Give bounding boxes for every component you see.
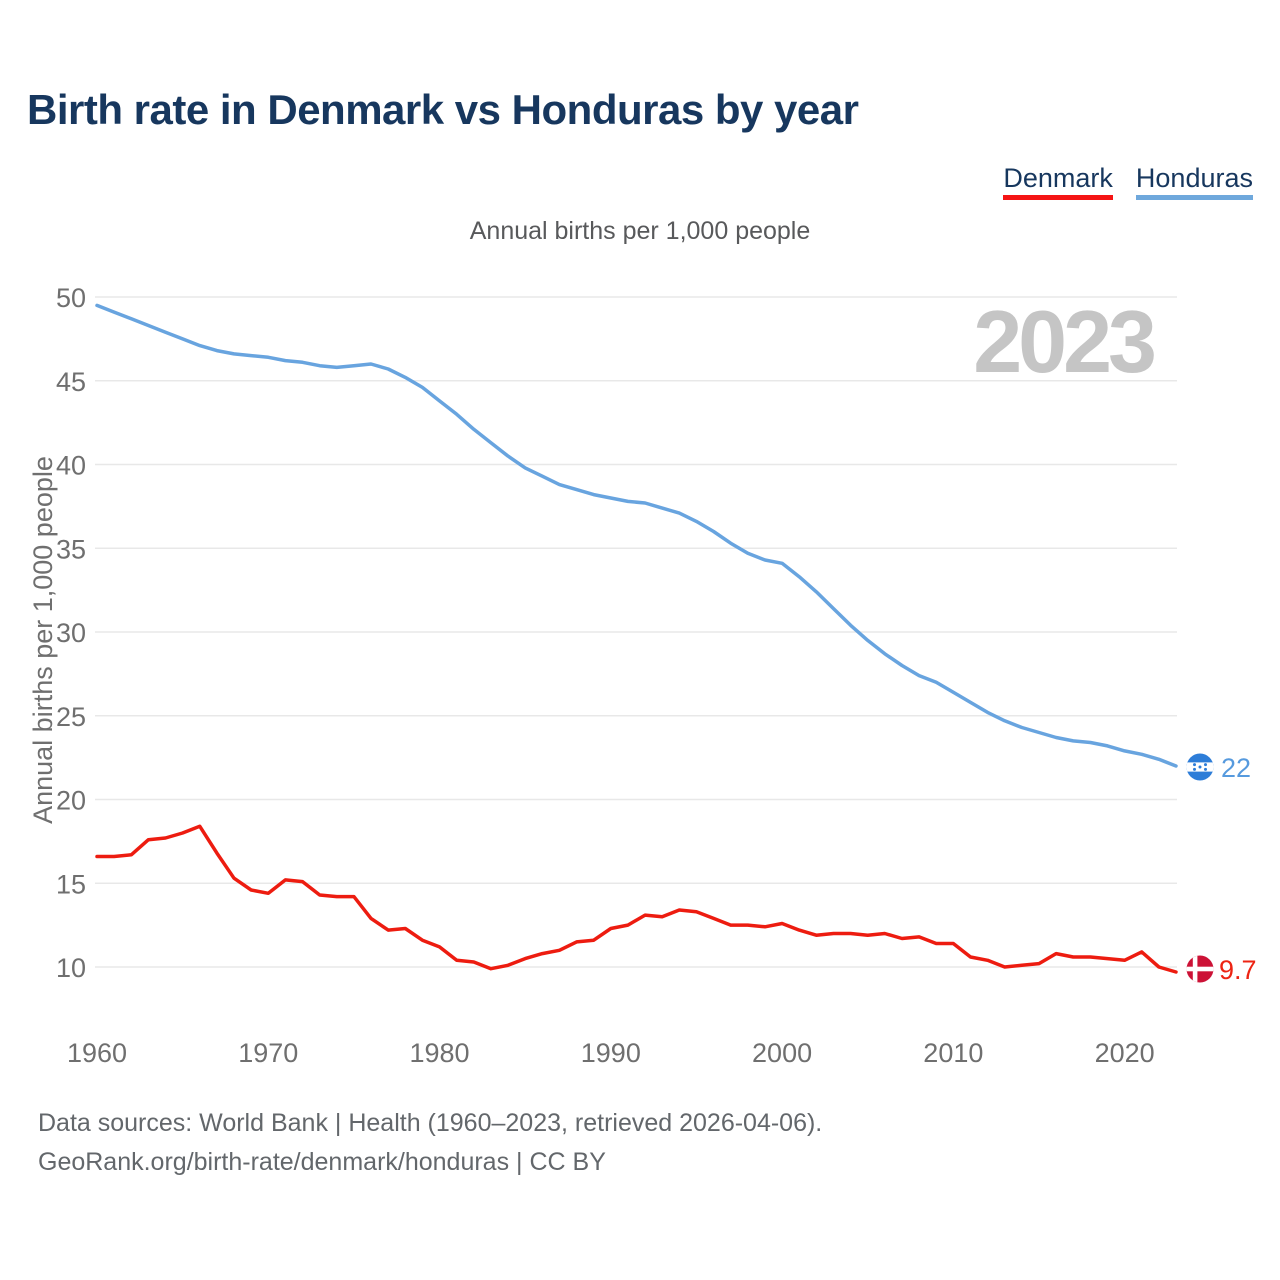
legend-item-honduras[interactable]: Honduras [1135, 163, 1253, 200]
honduras-end-value-label: 22 [1221, 753, 1251, 783]
y-axis-tick-labels: 50 45 40 35 30 25 20 15 10 [56, 283, 86, 983]
y-tick-label: 25 [56, 702, 86, 732]
y-tick-label: 35 [56, 534, 86, 564]
legend-item-denmark[interactable]: Denmark [1003, 163, 1113, 200]
footer-license: GeoRank.org/birth-rate/denmark/honduras … [38, 1148, 606, 1176]
x-tick-label: 1990 [581, 1038, 641, 1068]
y-tick-label: 45 [56, 367, 86, 397]
year-watermark: 2023 [973, 292, 1154, 391]
x-tick-label: 2010 [923, 1038, 983, 1068]
legend: Denmark Honduras [1003, 163, 1253, 200]
series-line-honduras [95, 303, 1178, 768]
denmark-flag-icon [1186, 955, 1214, 983]
y-tick-label: 30 [56, 618, 86, 648]
y-tick-label: 50 [56, 283, 86, 313]
legend-underline-denmark [1003, 195, 1113, 200]
chart-subtitle: Annual births per 1,000 people [469, 217, 811, 245]
x-tick-label: 1970 [238, 1038, 298, 1068]
x-tick-label: 1960 [67, 1038, 127, 1068]
series-line-denmark [95, 824, 1178, 974]
y-tick-label: 15 [56, 869, 86, 899]
y-tick-label: 10 [56, 953, 86, 983]
denmark-end-value-label: 9.7 [1219, 955, 1257, 985]
honduras-flag-icon [1186, 753, 1214, 781]
x-tick-label: 2020 [1095, 1038, 1155, 1068]
x-axis-tick-labels: 1960 1970 1980 1990 2000 2010 2020 [67, 1038, 1155, 1068]
legend-label-honduras: Honduras [1135, 163, 1253, 193]
footer-sources: Data sources: World Bank | Health (1960–… [38, 1109, 823, 1137]
x-tick-label: 2000 [752, 1038, 812, 1068]
y-tick-label: 40 [56, 451, 86, 481]
legend-underline-honduras [1135, 195, 1253, 200]
y-tick-label: 20 [56, 786, 86, 816]
x-tick-label: 1980 [410, 1038, 470, 1068]
page-title: Birth rate in Denmark vs Honduras by yea… [27, 86, 859, 133]
gridlines [95, 296, 1177, 968]
series-lines [95, 303, 1178, 974]
y-axis-title: Annual births per 1,000 people [28, 456, 58, 824]
legend-label-denmark: Denmark [1003, 163, 1113, 193]
footer: Data sources: World Bank | Health (1960–… [38, 1104, 822, 1182]
